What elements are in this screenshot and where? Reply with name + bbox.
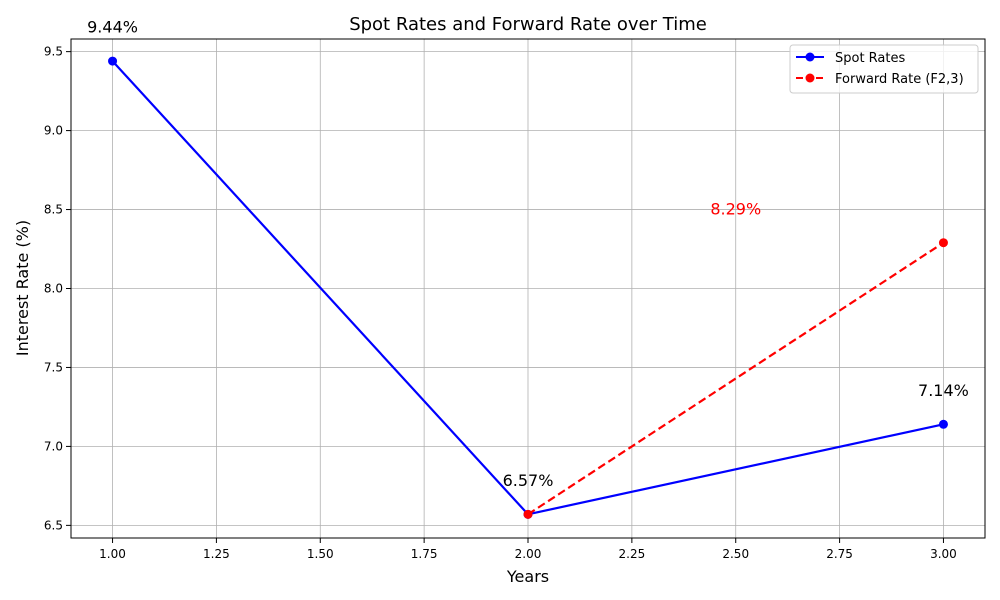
y-tick-label: 9.0 <box>44 124 63 138</box>
y-tick-label: 9.5 <box>44 45 63 59</box>
axis-ticks: 1.00 1.25 1.50 1.75 2.00 2.25 2.50 2.75 3.006.57… <box>44 45 957 561</box>
y-tick-label: 7.5 <box>44 360 63 374</box>
y-tick-label: 8.5 <box>44 203 63 217</box>
legend-label-forward-rate: Forward Rate (F2,3) <box>835 72 964 87</box>
series-0-point <box>938 419 948 429</box>
chart-title: Spot Rates and Forward Rate over Time <box>349 14 707 35</box>
y-tick-label: 7.0 <box>44 439 63 453</box>
data-label: 8.29% <box>710 199 761 218</box>
legend-label-spot-rates: Spot Rates <box>835 51 905 66</box>
x-tick-label: 2.50 <box>722 547 749 561</box>
legend-box <box>789 44 979 94</box>
legend: Spot Rates Forward Rate (F2,3) <box>789 44 979 94</box>
x-tick-label: 1.00 <box>99 547 126 561</box>
series-1-point <box>523 509 533 519</box>
x-tick-label: 2.00 <box>515 547 542 561</box>
x-tick-label: 2.75 <box>826 547 853 561</box>
x-tick-label: 1.50 <box>307 547 334 561</box>
data-label: 7.14% <box>918 381 969 400</box>
x-tick-label: 3.00 <box>930 547 957 561</box>
legend-marker-forward-rate <box>805 73 815 83</box>
y-tick-label: 6.5 <box>44 518 63 532</box>
y-tick-label: 8.0 <box>44 282 63 296</box>
series-line-1 <box>527 241 945 516</box>
plot-series <box>108 56 948 519</box>
x-tick-label: 1.75 <box>411 547 438 561</box>
x-tick-label: 2.25 <box>619 547 646 561</box>
data-label: 6.57% <box>503 471 554 490</box>
x-axis-label: Years <box>506 567 549 586</box>
data-label: 9.44% <box>87 18 138 37</box>
series-0-point <box>108 56 118 66</box>
series-1-point <box>938 238 948 248</box>
legend-marker-spot-rates <box>805 52 815 62</box>
grid-lines <box>71 39 985 538</box>
data-annotations: 9.44% 6.57% 7.14% 8.29% <box>87 18 969 490</box>
y-axis-label: Interest Rate (%) <box>13 220 32 356</box>
x-tick-label: 1.25 <box>203 547 230 561</box>
